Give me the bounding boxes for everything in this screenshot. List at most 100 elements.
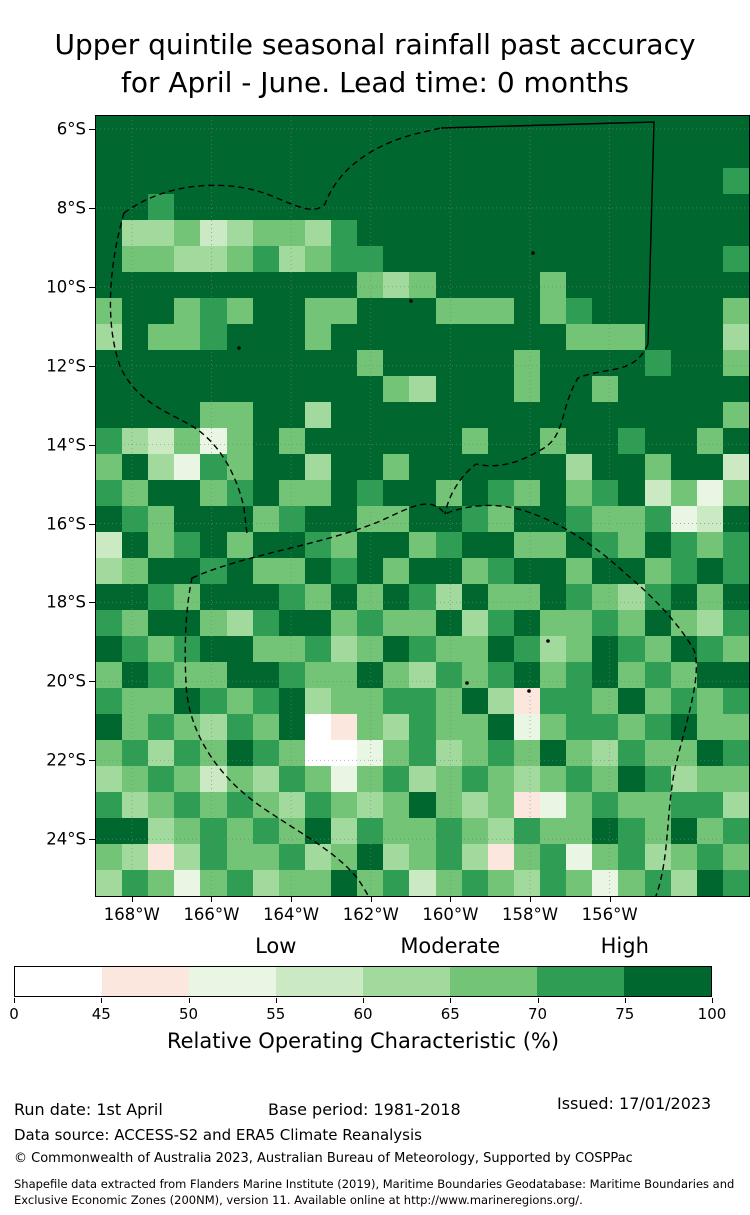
heatmap-cell bbox=[278, 584, 305, 610]
heatmap-cell bbox=[670, 870, 697, 896]
heatmap-cell bbox=[722, 402, 749, 428]
heatmap-cell bbox=[383, 480, 410, 506]
heatmap-cell bbox=[226, 714, 253, 740]
heatmap-cell bbox=[722, 584, 749, 610]
heatmap-cell bbox=[592, 792, 619, 818]
heatmap-cell bbox=[592, 402, 619, 428]
heatmap-cell bbox=[696, 168, 723, 194]
heatmap-cell bbox=[357, 688, 384, 714]
x-tick-label: 156°W bbox=[581, 905, 638, 924]
heatmap-cell bbox=[200, 636, 227, 662]
heatmap-cell bbox=[252, 870, 279, 896]
heatmap-cell bbox=[357, 636, 384, 662]
colorbar-tick-label: 65 bbox=[440, 1005, 460, 1023]
heatmap-cell bbox=[252, 272, 279, 298]
heatmap-cell bbox=[122, 844, 149, 870]
heatmap-cell bbox=[304, 480, 332, 506]
colorbar-tick-label: 0 bbox=[9, 1005, 19, 1023]
heatmap-cell bbox=[409, 168, 436, 194]
heatmap-cell bbox=[304, 818, 332, 844]
colorbar-tick-mark bbox=[14, 998, 15, 1003]
heatmap-cell bbox=[618, 610, 645, 636]
heatmap-cell bbox=[278, 168, 305, 194]
heatmap-cell bbox=[304, 168, 332, 194]
y-tick-label: 22°S bbox=[46, 750, 86, 770]
heatmap-cell bbox=[122, 480, 149, 506]
heatmap-cell bbox=[644, 714, 671, 740]
heatmap-cell bbox=[357, 454, 384, 480]
heatmap-cell bbox=[226, 558, 253, 584]
heatmap-cell bbox=[513, 714, 541, 740]
heatmap-cell bbox=[331, 506, 358, 532]
heatmap-cell bbox=[670, 792, 697, 818]
island-dot bbox=[527, 689, 531, 693]
heatmap-cell bbox=[331, 740, 358, 766]
colorbar-ticks: 0 45 50 55 60 65 70 75 100 bbox=[9, 997, 726, 1025]
heatmap-cell bbox=[304, 454, 332, 480]
eez-boundary-solid bbox=[440, 121, 655, 345]
heatmap-cell bbox=[540, 584, 567, 610]
heatmap-cell bbox=[409, 844, 436, 870]
heatmap-cell bbox=[226, 688, 253, 714]
heatmap-cell bbox=[696, 246, 723, 272]
heatmap-cell bbox=[278, 610, 305, 636]
heatmap-cell bbox=[96, 298, 123, 324]
heatmap-cell bbox=[148, 402, 175, 428]
heatmap-cell bbox=[513, 168, 541, 194]
heatmap-cell bbox=[148, 220, 175, 246]
heatmap-cell bbox=[461, 428, 488, 454]
heatmap-cell bbox=[357, 272, 384, 298]
heatmap-cell bbox=[722, 610, 749, 636]
heatmap-cell bbox=[670, 298, 697, 324]
heatmap-cell bbox=[357, 402, 384, 428]
x-tick-mark bbox=[450, 897, 452, 902]
heatmap-cell bbox=[435, 662, 462, 688]
heatmap-cell bbox=[435, 246, 462, 272]
heatmap-cell bbox=[304, 610, 332, 636]
heatmap-cell bbox=[357, 610, 384, 636]
heatmap-cell bbox=[670, 428, 697, 454]
heatmap-cell bbox=[513, 688, 541, 714]
heatmap-cell bbox=[592, 610, 619, 636]
heatmap-cell bbox=[670, 506, 697, 532]
x-tick-mark bbox=[370, 897, 372, 902]
heatmap-cell bbox=[435, 142, 462, 168]
heatmap-cell bbox=[513, 194, 541, 220]
heatmap-cell bbox=[618, 584, 645, 610]
heatmap-cell bbox=[148, 376, 175, 402]
heatmap-cell bbox=[513, 844, 541, 870]
heatmap-cell bbox=[696, 116, 723, 142]
heatmap-cell bbox=[278, 714, 305, 740]
heatmap-cell bbox=[435, 818, 462, 844]
heatmap-cell bbox=[331, 194, 358, 220]
heatmap-cell bbox=[722, 740, 749, 766]
heatmap-cell bbox=[435, 454, 462, 480]
heatmap-cell bbox=[566, 298, 593, 324]
heatmap-cell bbox=[278, 818, 305, 844]
heatmap-cell bbox=[722, 714, 749, 740]
heatmap-cell bbox=[383, 714, 410, 740]
heatmap-cell bbox=[174, 532, 201, 558]
heatmap-cell bbox=[592, 818, 619, 844]
heatmap-cell bbox=[513, 766, 541, 792]
heatmap-cell bbox=[409, 870, 436, 896]
heatmap-cell bbox=[331, 142, 358, 168]
heatmap-cell bbox=[304, 194, 332, 220]
heatmap-cell bbox=[226, 402, 253, 428]
heatmap-cell bbox=[487, 246, 514, 272]
heatmap-cell bbox=[96, 428, 123, 454]
heatmap-cell bbox=[592, 870, 619, 896]
heatmap-cell bbox=[722, 350, 749, 376]
heatmap-cell bbox=[670, 818, 697, 844]
heatmap-cell bbox=[592, 376, 619, 402]
heatmap-cell bbox=[226, 376, 253, 402]
heatmap-cell bbox=[304, 142, 332, 168]
heatmap-cell bbox=[566, 714, 593, 740]
heatmap-cell bbox=[722, 506, 749, 532]
heatmap-cell bbox=[540, 870, 567, 896]
heatmap-cell bbox=[357, 870, 384, 896]
heatmap-cell bbox=[122, 272, 149, 298]
heatmap-cell bbox=[96, 194, 123, 220]
heatmap-cell bbox=[122, 532, 149, 558]
heatmap-cell bbox=[148, 506, 175, 532]
